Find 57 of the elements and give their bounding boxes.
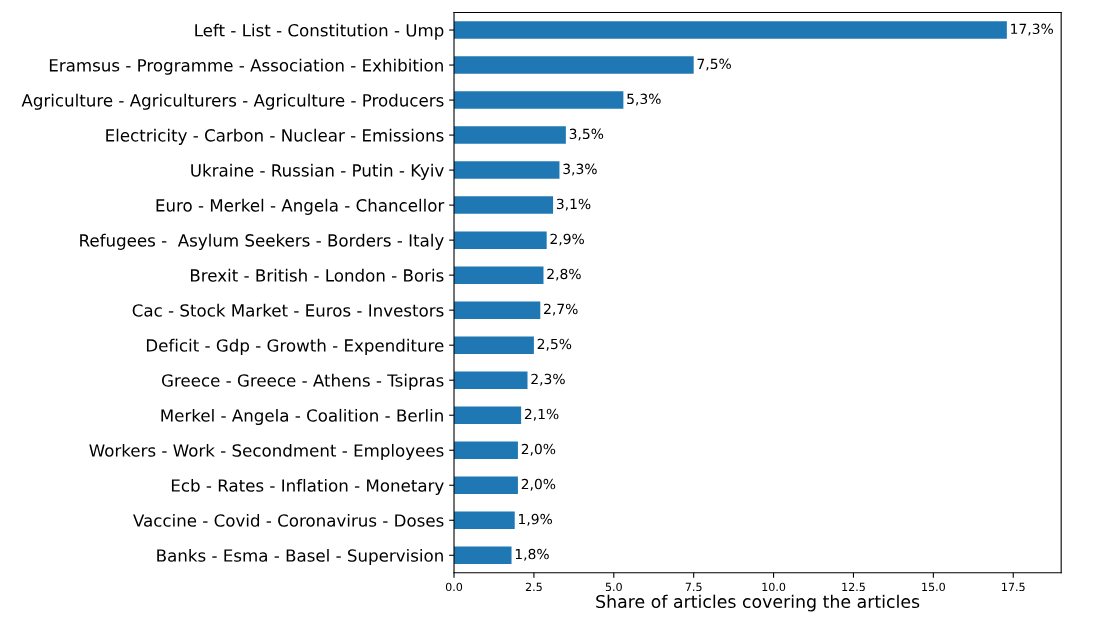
y-tick-label: Workers - Work - Secondment - Employees — [89, 443, 444, 461]
bar — [454, 231, 547, 249]
y-tick-label: Euro - Merkel - Angela - Chancellor — [156, 198, 445, 215]
y-tick-label: Eramsus - Programme - Association - Exhibition — [49, 58, 443, 75]
x-tick-label: 0.0 — [445, 582, 463, 592]
x-tick-label: 10.0 — [762, 582, 786, 592]
data-label: 2,0% — [521, 443, 556, 456]
x-tick-label: 2.5 — [525, 582, 542, 592]
bar — [454, 91, 624, 109]
x-axis-title: Share of articles covering the articles — [596, 594, 920, 612]
y-tick-label: Refugees - Asylum Seekers - Borders - Italy — [80, 233, 444, 250]
data-label: 17,3% — [1011, 23, 1053, 36]
bar — [454, 546, 512, 565]
bar — [454, 266, 544, 284]
data-label: 2,5% — [537, 338, 572, 351]
y-tick-label: Deficit - Gdp - Growth - Expenditure — [146, 338, 444, 355]
x-tick-label: 7.5 — [685, 582, 702, 592]
bar — [454, 511, 515, 530]
y-tick-label: Merkel - Angela - Coalition - Berlin — [161, 408, 443, 426]
y-tick-label: Banks - Esma - Basel - Supervision — [157, 548, 443, 566]
data-label: 3,1% — [556, 198, 591, 211]
y-tick-label: Greece - Greece - Athens - Tsipras — [161, 373, 444, 390]
data-label: 2,8% — [547, 268, 581, 281]
x-tick-label: 17.5 — [1002, 582, 1025, 592]
bar — [454, 336, 534, 354]
x-tick-label: 15.0 — [922, 582, 945, 592]
x-tick-label: 12.5 — [842, 582, 865, 592]
y-tick-label: Ecb - Rates - Inflation - Monetary — [171, 478, 444, 496]
bar — [454, 371, 528, 389]
bar — [454, 406, 522, 424]
bar — [454, 196, 554, 214]
data-label: 2,9% — [550, 233, 584, 246]
y-tick-label: Cac - Stock Market - Euros - Investors — [132, 303, 444, 317]
data-label: 3,3% — [563, 163, 597, 176]
bar — [454, 126, 566, 144]
y-tick-label: Electricity - Carbon - Nuclear - Emissions — [106, 128, 444, 145]
y-tick-label: Left - List - Constitution - Ump — [195, 23, 444, 40]
y-tick-label: Brexit - British - London - Boris — [190, 268, 444, 282]
data-label: 2,0% — [521, 478, 556, 491]
bar — [454, 301, 541, 319]
y-tick-label: Agriculture - Agriculturers - Agriculture - Producers — [21, 93, 444, 110]
bar — [454, 56, 694, 74]
x-tick-label: 5.0 — [605, 582, 622, 592]
bar — [454, 21, 1007, 39]
data-label: 1,9% — [519, 513, 553, 526]
y-tick-label: Ukraine - Russian - Putin - Kyiv — [191, 163, 444, 180]
data-label: 5,3% — [627, 93, 661, 106]
data-label: 2,7% — [544, 303, 578, 316]
data-label: 2,3% — [531, 373, 565, 386]
data-label: 3,5% — [569, 128, 604, 141]
bar — [454, 441, 518, 459]
data-label: 1,8% — [515, 548, 549, 561]
bar — [454, 161, 560, 179]
bar — [454, 476, 518, 494]
y-tick-label: Vaccine - Covid - Coronavirus - Doses — [133, 513, 444, 527]
data-label: 7,5% — [697, 58, 731, 71]
data-label: 2,1% — [524, 408, 559, 421]
